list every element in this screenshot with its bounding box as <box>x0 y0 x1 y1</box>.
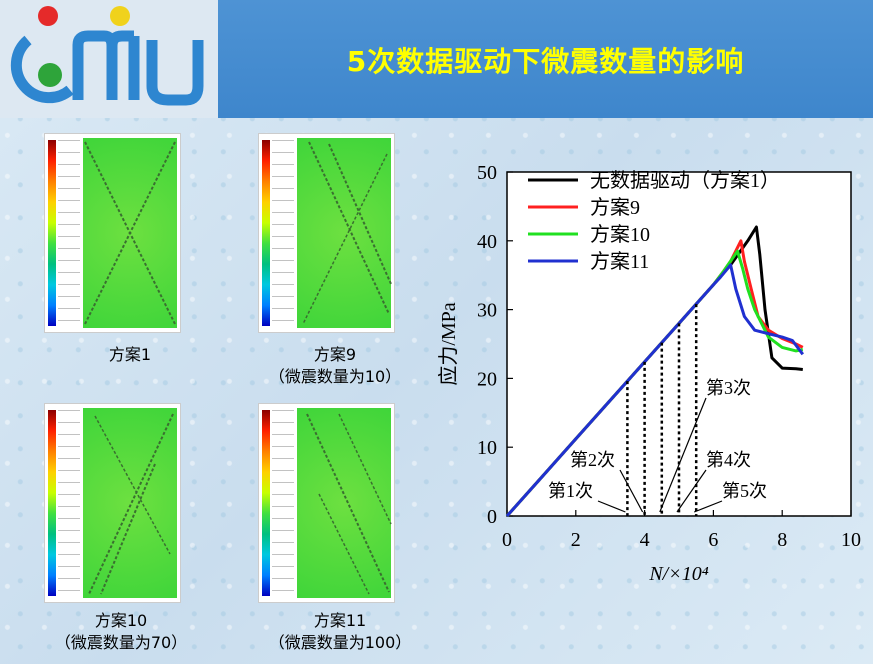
y-tick-label: 20 <box>477 368 497 390</box>
y-tick-label: 30 <box>477 300 497 322</box>
header-band <box>218 0 873 118</box>
x-axis-label: N/×10⁴ <box>648 563 708 585</box>
panel-note: （微震数量为70） <box>54 633 188 652</box>
panel-name: 方案10 <box>94 611 148 630</box>
legend-label-0: 无数据驱动（方案1） <box>590 169 780 192</box>
y-tick-label: 0 <box>487 506 497 528</box>
annotation-label-4: 第4次 <box>706 450 751 470</box>
panel-caption-4: 方案11 （微震数量为100） <box>240 610 440 654</box>
logo <box>0 0 218 118</box>
legend-label-2: 方案10 <box>590 223 650 246</box>
y-tick-label: 50 <box>477 162 497 184</box>
series-line-3 <box>505 263 804 517</box>
x-tick-label: 6 <box>708 529 718 551</box>
simulation-image-4 <box>258 403 395 603</box>
panel-name: 方案11 <box>313 611 367 630</box>
y-tick-label: 10 <box>477 437 497 459</box>
x-tick-label: 4 <box>640 529 650 551</box>
cmtu-logo <box>10 6 204 106</box>
x-tick-label: 2 <box>571 529 581 551</box>
panel-name: 方案9 <box>313 345 357 364</box>
y-tick-label: 40 <box>477 231 497 253</box>
x-tick-label: 8 <box>777 529 787 551</box>
legend-label-3: 方案11 <box>590 250 649 273</box>
annotation-label-5: 第5次 <box>722 481 767 501</box>
annotation-arrow-2 <box>619 469 644 513</box>
legend-label-1: 方案9 <box>590 196 640 219</box>
annotation-arrow-5 <box>693 500 723 513</box>
annotation-label-1: 第1次 <box>548 481 593 501</box>
panel-caption-2: 方案9 （微震数量为10） <box>250 344 420 388</box>
y-axis-label: 应力/MPa <box>437 302 460 385</box>
annotation-label-3: 第3次 <box>706 378 751 398</box>
x-tick-label: 10 <box>841 529 861 551</box>
simulation-image-2 <box>258 133 395 333</box>
panel-note: （微震数量为100） <box>268 633 412 652</box>
annotation-arrow-3 <box>659 397 707 513</box>
annotation-arrow-4 <box>676 469 707 513</box>
panel-caption-3: 方案10 （微震数量为70） <box>36 610 206 654</box>
panel-note: （微震数量为10） <box>268 367 402 386</box>
simulation-image-3 <box>44 403 181 603</box>
panel-caption-1: 方案1 <box>60 344 200 366</box>
panel-name: 方案1 <box>108 345 152 364</box>
annotation-label-2: 第2次 <box>570 450 615 470</box>
simulation-image-1 <box>44 133 181 333</box>
annotation-arrow-1 <box>597 500 626 513</box>
x-tick-label: 0 <box>502 529 512 551</box>
page-title: 5次数据驱动下微震数量的影响 <box>346 45 745 78</box>
